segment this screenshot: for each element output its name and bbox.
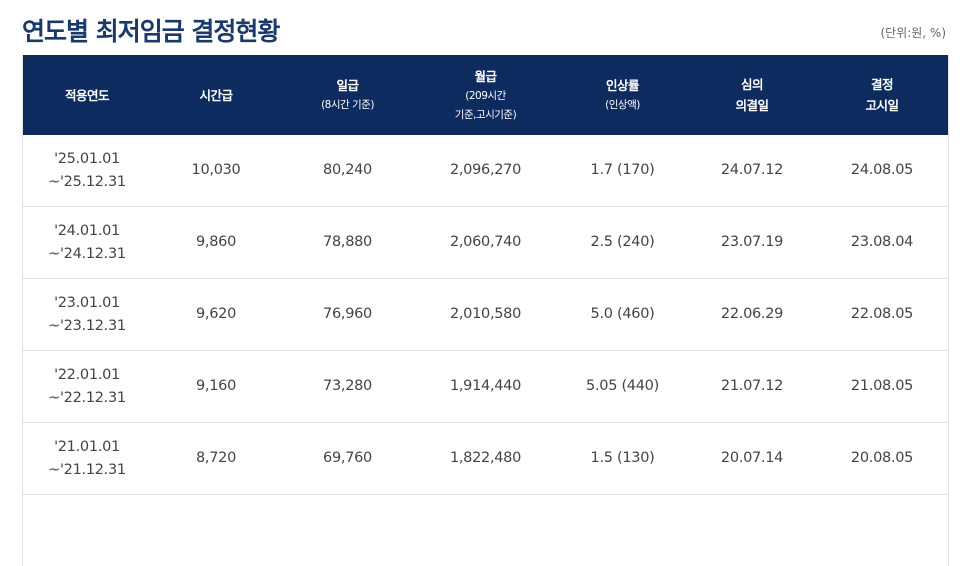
cell-hourly: 9,620 bbox=[195, 306, 236, 322]
header-increase-label: 인상률 bbox=[605, 78, 640, 93]
table-row: '21.01.01 ~'21.12.31 8,720 69,760 1,822,… bbox=[23, 423, 948, 495]
cell-increase: 5.05 (440) bbox=[586, 378, 659, 394]
period-end: ~'22.12.31 bbox=[48, 389, 126, 406]
cell-deliberation: 23.07.19 bbox=[720, 234, 784, 250]
header-monthly-sub-1: (209시간 bbox=[465, 89, 506, 102]
header-announcement: 결정 고시일 bbox=[816, 55, 948, 135]
header-year: 적용연도 bbox=[23, 55, 151, 135]
cell-daily: 80,240 bbox=[323, 162, 372, 178]
cell-deliberation: 21.07.12 bbox=[720, 378, 784, 394]
cell-announcement: 22.08.05 bbox=[850, 306, 914, 322]
page-title: 연도별 최저임금 결정현황 bbox=[22, 17, 280, 46]
table-row: '23.01.01 ~'23.12.31 9,620 76,960 2,010,… bbox=[23, 279, 948, 351]
cell-period: '23.01.01 ~'23.12.31 bbox=[23, 279, 151, 350]
period-end: ~'24.12.31 bbox=[48, 245, 126, 262]
table-row: '24.01.01 ~'24.12.31 9,860 78,880 2,060,… bbox=[23, 207, 948, 279]
header-increase-sub: (인상액) bbox=[605, 99, 640, 111]
cell-monthly: 1,914,440 bbox=[449, 378, 522, 394]
header-deliberation-label-2: 의결일 bbox=[735, 98, 769, 113]
cell-hourly: 9,860 bbox=[195, 234, 236, 250]
cell-monthly: 2,060,740 bbox=[449, 234, 522, 250]
cell-monthly: 2,096,270 bbox=[449, 162, 522, 178]
header-announcement-label-2: 고시일 bbox=[865, 98, 899, 113]
header-deliberation: 심의 의결일 bbox=[688, 55, 816, 135]
cell-daily: 73,280 bbox=[323, 378, 372, 394]
cell-period: '25.01.01 ~'25.12.31 bbox=[23, 135, 151, 206]
period-start: '24.01.01 bbox=[54, 222, 120, 239]
unit-note: (단위:원, %) bbox=[880, 26, 946, 40]
cell-period: '21.01.01 ~'21.12.31 bbox=[23, 423, 151, 494]
cell-announcement: 23.08.04 bbox=[850, 234, 914, 250]
cell-announcement: 20.08.05 bbox=[850, 450, 914, 466]
header-daily-label: 일급 bbox=[336, 78, 359, 93]
period-start: '25.01.01 bbox=[54, 150, 120, 167]
header-monthly-label: 월급 bbox=[474, 68, 497, 84]
header-deliberation-label-1: 심의 bbox=[740, 77, 764, 92]
cell-announcement: 21.08.05 bbox=[850, 378, 914, 394]
table-header: 적용연도 시간급 일급 (8시간 기준) 월급 (209시간 기준,고시기준) … bbox=[23, 55, 948, 135]
table-row: '25.01.01 ~'25.12.31 10,030 80,240 2,096… bbox=[23, 135, 948, 207]
cell-hourly: 10,030 bbox=[191, 162, 241, 178]
period-start: '22.01.01 bbox=[54, 366, 120, 383]
header-year-label: 적용연도 bbox=[64, 87, 110, 103]
cell-monthly: 2,010,580 bbox=[449, 306, 522, 322]
period-start: '23.01.01 bbox=[54, 294, 120, 311]
cell-increase: 2.5 (240) bbox=[590, 234, 655, 250]
cell-announcement: 24.08.05 bbox=[850, 162, 914, 178]
header-daily-sub: (8시간 기준) bbox=[321, 99, 374, 111]
cell-deliberation: 24.07.12 bbox=[720, 162, 784, 178]
cell-monthly: 1,822,480 bbox=[449, 450, 522, 466]
header-monthly-sub-2: 기준,고시기준) bbox=[454, 108, 517, 121]
cell-deliberation: 22.06.29 bbox=[720, 306, 784, 322]
cell-increase: 1.5 (130) bbox=[590, 450, 655, 466]
cell-period: '22.01.01 ~'22.12.31 bbox=[23, 351, 151, 422]
header-daily: 일급 (8시간 기준) bbox=[281, 55, 414, 135]
period-end: ~'25.12.31 bbox=[48, 173, 126, 190]
cell-period: '24.01.01 ~'24.12.31 bbox=[23, 207, 151, 278]
cell-increase: 1.7 (170) bbox=[590, 162, 655, 178]
header-increase: 인상률 (인상액) bbox=[557, 55, 688, 135]
header-hourly: 시간급 bbox=[151, 55, 281, 135]
period-end: ~'23.12.31 bbox=[48, 317, 126, 334]
cell-daily: 69,760 bbox=[323, 450, 372, 466]
cell-increase: 5.0 (460) bbox=[590, 306, 655, 322]
cell-hourly: 8,720 bbox=[195, 450, 236, 466]
header-announcement-label-1: 결정 bbox=[870, 77, 894, 92]
cell-daily: 78,880 bbox=[323, 234, 372, 250]
cell-daily: 76,960 bbox=[323, 306, 372, 322]
header-hourly-label: 시간급 bbox=[199, 87, 233, 103]
period-start: '21.01.01 bbox=[54, 438, 120, 455]
table-row: '22.01.01 ~'22.12.31 9,160 73,280 1,914,… bbox=[23, 351, 948, 423]
header-monthly: 월급 (209시간 기준,고시기준) bbox=[414, 55, 557, 135]
cell-deliberation: 20.07.14 bbox=[720, 450, 784, 466]
period-end: ~'21.12.31 bbox=[48, 461, 126, 478]
minimum-wage-table: 적용연도 시간급 일급 (8시간 기준) 월급 (209시간 기준,고시기준) … bbox=[22, 55, 949, 566]
cell-hourly: 9,160 bbox=[195, 378, 236, 394]
